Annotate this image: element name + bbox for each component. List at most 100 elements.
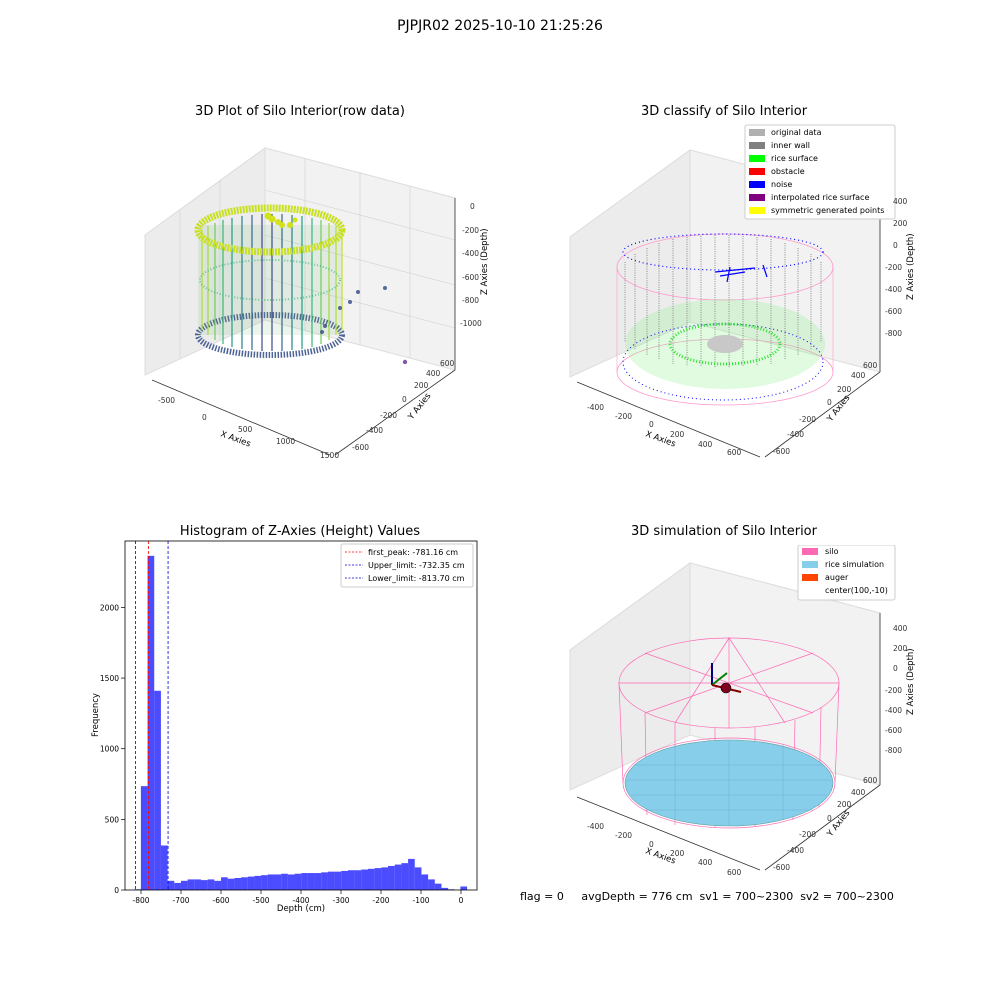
figure-title: PJPJR02 2025-10-10 21:25:26 bbox=[397, 18, 603, 34]
histogram-bar bbox=[221, 877, 228, 890]
histogram-bar bbox=[301, 873, 308, 890]
x-tick-label: 0 bbox=[459, 896, 464, 905]
svg-text:400: 400 bbox=[426, 369, 441, 378]
panel2-zlabel: Z Axies (Depth) bbox=[906, 233, 916, 300]
histogram-bar bbox=[261, 875, 268, 890]
svg-text:0: 0 bbox=[202, 413, 207, 422]
svg-text:200: 200 bbox=[670, 430, 685, 439]
svg-text:0: 0 bbox=[827, 814, 832, 823]
panel2-title: 3D classify of Silo Interior bbox=[640, 104, 808, 119]
histogram-bar bbox=[154, 690, 161, 890]
panel4-legend-center: center(100,-10) bbox=[825, 586, 888, 595]
panel2-y-ticks: -600 -400 -200 0 200 400 600 bbox=[773, 361, 878, 456]
svg-text:0: 0 bbox=[470, 202, 475, 211]
histogram-bar bbox=[394, 864, 402, 890]
svg-text:0: 0 bbox=[402, 395, 407, 404]
histogram-legend: first_peak: -781.16 cm Upper_limit: -732… bbox=[340, 543, 474, 588]
histogram-bar bbox=[321, 872, 328, 890]
x-tick-label: -700 bbox=[172, 896, 189, 905]
histogram-bar bbox=[294, 873, 302, 890]
panel1-zlabel: Z Axies (Depth) bbox=[480, 228, 490, 295]
svg-text:-200: -200 bbox=[885, 686, 902, 695]
svg-text:600: 600 bbox=[863, 361, 878, 370]
svg-text:400: 400 bbox=[851, 788, 866, 797]
histogram-bar bbox=[441, 887, 449, 890]
panel3-title: Histogram of Z-Axies (Height) Values bbox=[179, 524, 421, 539]
svg-text:400: 400 bbox=[698, 440, 713, 449]
histogram-bar bbox=[214, 880, 222, 890]
svg-text:0: 0 bbox=[893, 664, 898, 673]
svg-text:-200: -200 bbox=[380, 411, 397, 420]
histogram-bar bbox=[428, 879, 435, 890]
panel2-axis-lines bbox=[576, 200, 881, 458]
svg-text:600: 600 bbox=[727, 448, 742, 457]
panel1-axis-lines bbox=[151, 198, 456, 456]
histogram-bar bbox=[227, 878, 235, 890]
panel1-z-ticks: -1000 -800 -600 -400 -200 0 bbox=[460, 202, 482, 328]
histogram-bar bbox=[307, 873, 315, 890]
panel2-legend-item-4: noise bbox=[771, 180, 792, 189]
histogram-bar bbox=[381, 867, 389, 890]
x-tick-label: -500 bbox=[252, 896, 269, 905]
histogram-bar bbox=[180, 880, 188, 890]
panel4-legend-auger: auger bbox=[825, 573, 849, 582]
histogram-bar bbox=[368, 868, 375, 890]
x-tick-label: -400 bbox=[292, 896, 309, 905]
histogram-bar bbox=[254, 875, 262, 890]
y-tick-label: 1500 bbox=[100, 674, 119, 683]
histogram-bar bbox=[327, 871, 335, 890]
histogram-bar bbox=[421, 874, 429, 890]
svg-text:-200: -200 bbox=[462, 226, 479, 235]
histogram-plot: -800 -700 -600 -500 -400 -300 -200 -100 0 0 500 10… bbox=[91, 540, 478, 914]
svg-text:-600: -600 bbox=[773, 863, 790, 872]
svg-text:400: 400 bbox=[851, 371, 866, 380]
rice-surface-mesh bbox=[627, 740, 831, 826]
panel1-silo-points bbox=[194, 204, 408, 365]
svg-text:-400: -400 bbox=[366, 426, 383, 435]
x-tick-label: -300 bbox=[332, 896, 349, 905]
histogram-threshold-lines bbox=[135, 541, 169, 890]
histogram-bar bbox=[334, 871, 342, 890]
svg-text:-400: -400 bbox=[885, 706, 902, 715]
panel4-legend-silo: silo bbox=[825, 547, 839, 556]
svg-text:-600: -600 bbox=[352, 443, 369, 452]
histogram-bar bbox=[314, 873, 322, 890]
panel4-title: 3D simulation of Silo Interior bbox=[631, 524, 817, 539]
panel4-y-ticks: -600 -400 -200 0 200 400 600 bbox=[773, 776, 878, 872]
panel4-z-ticks: -800 -600 -400 -200 0 200 400 bbox=[885, 624, 908, 755]
histogram-bars bbox=[134, 555, 468, 890]
histogram-xlabel: Depth (cm) bbox=[277, 904, 325, 914]
legend-lower-limit: Lower_limit: -813.70 cm bbox=[368, 574, 465, 583]
svg-text:200: 200 bbox=[837, 385, 852, 394]
histogram-bar bbox=[241, 877, 248, 890]
legend-upper-limit: Upper_limit: -732.35 cm bbox=[368, 561, 465, 570]
svg-text:-500: -500 bbox=[158, 396, 175, 405]
histogram-bar bbox=[287, 874, 295, 890]
y-tick-label: 0 bbox=[114, 886, 119, 895]
histogram-bar bbox=[408, 858, 415, 890]
svg-text:600: 600 bbox=[440, 359, 455, 368]
panel1-title: 3D Plot of Silo Interior(row data) bbox=[195, 104, 405, 119]
histogram-bar bbox=[147, 555, 155, 890]
y-tick-label: 2000 bbox=[100, 603, 119, 612]
y-tick-label: 1000 bbox=[100, 745, 119, 754]
histogram-y-ticks: 0 500 1000 1500 2000 bbox=[100, 603, 125, 895]
panel2-legend-item-5: interpolated rice surface bbox=[771, 193, 869, 202]
svg-text:0: 0 bbox=[649, 840, 654, 849]
panel4-zlabel: Z Axies (Depth) bbox=[906, 648, 916, 715]
x-tick-label: -200 bbox=[372, 896, 389, 905]
svg-text:-1000: -1000 bbox=[460, 319, 482, 328]
legend-first-peak: first_peak: -781.16 cm bbox=[368, 548, 458, 557]
panel2-x-ticks: -400 -200 0 200 400 600 bbox=[587, 403, 742, 457]
panel1-y-ticks: -600 -400 -200 0 200 400 600 bbox=[352, 359, 455, 452]
x-tick-label: -600 bbox=[212, 896, 229, 905]
svg-text:600: 600 bbox=[863, 776, 878, 785]
svg-text:1000: 1000 bbox=[276, 437, 295, 446]
svg-text:400: 400 bbox=[893, 624, 908, 633]
svg-text:-800: -800 bbox=[885, 329, 902, 338]
panel1-ylabel: Y Axies bbox=[406, 391, 434, 423]
histogram-bar bbox=[201, 880, 208, 890]
panel4-legend: silo rice simulation auger center(100,-1… bbox=[797, 545, 896, 601]
panel2-3d-plot: original data inner wall rice surface ob… bbox=[568, 124, 916, 458]
histogram-bar bbox=[234, 877, 242, 890]
